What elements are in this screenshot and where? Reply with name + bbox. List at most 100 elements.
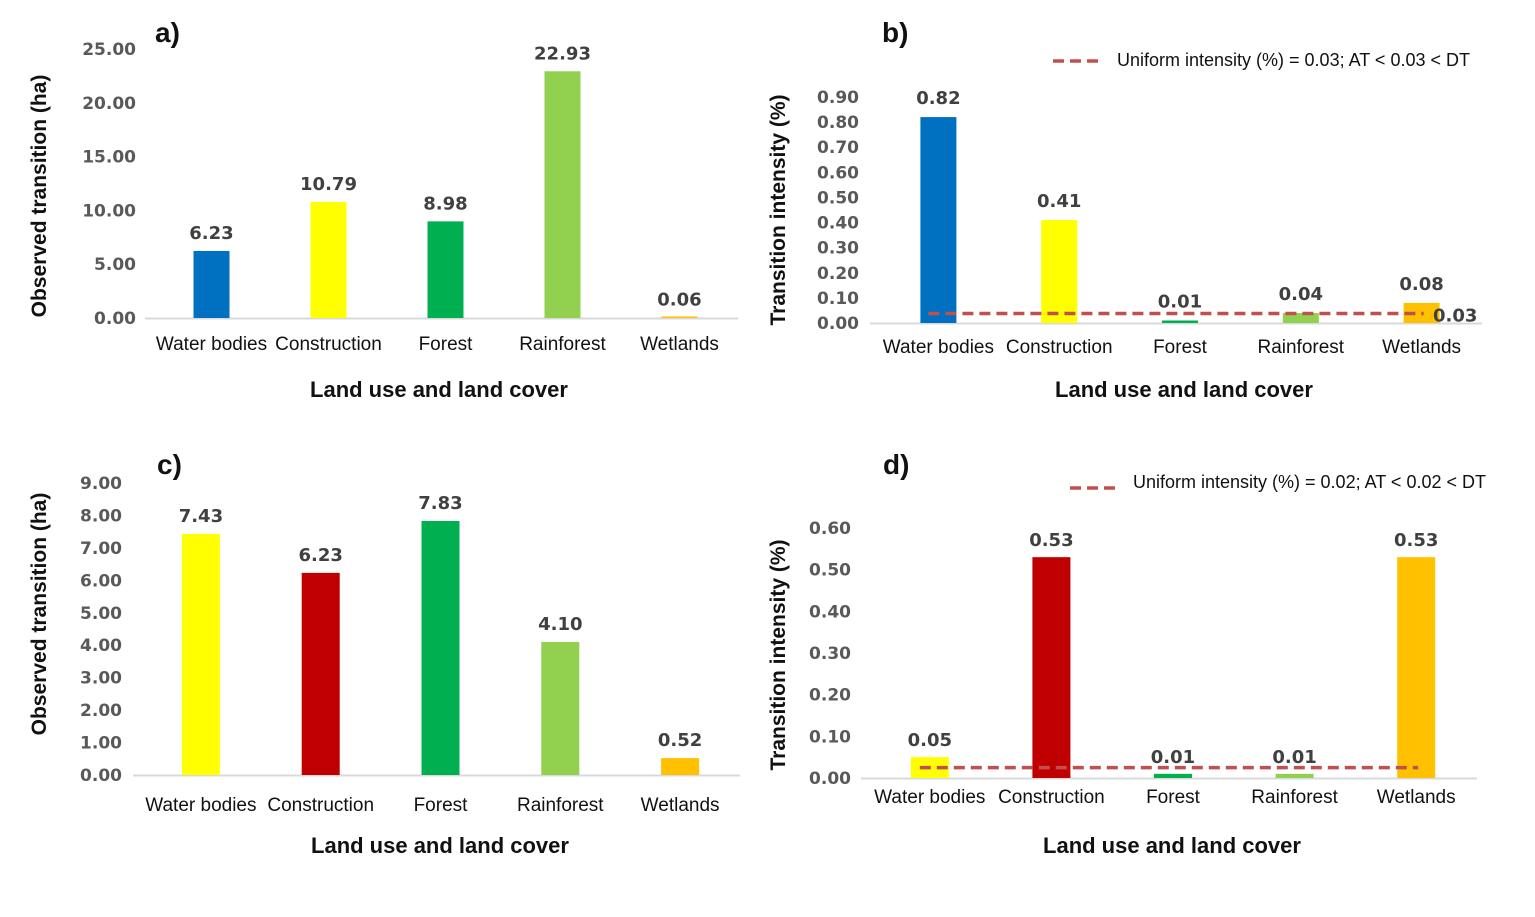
chart-panel-d: d) 0.00 0.10 0.20 0.30 0.40 0.50 0.60 0.05 Water … bbox=[767, 449, 1486, 858]
data-label: 6.23 bbox=[298, 545, 342, 566]
data-label: 4.10 bbox=[538, 614, 582, 635]
data-label: 0.82 bbox=[916, 88, 960, 109]
y-tick-label: 0.00 bbox=[80, 766, 122, 786]
x-tick-label: Water bodies bbox=[145, 795, 256, 816]
y-tick-label: 0.00 bbox=[817, 314, 859, 334]
y-axis-title: Observed transition (ha) bbox=[28, 75, 51, 318]
x-tick-label: Construction bbox=[998, 787, 1105, 808]
data-label: 0.53 bbox=[1394, 530, 1438, 551]
data-label: 10.79 bbox=[300, 174, 357, 195]
x-tick-label: Wetlands bbox=[1382, 337, 1461, 358]
bar-rainforest bbox=[1275, 773, 1314, 778]
x-tick-label: Forest bbox=[1153, 337, 1208, 358]
data-label: 6.23 bbox=[189, 223, 233, 244]
y-tick-label: 0.60 bbox=[809, 519, 851, 539]
y-tick-label: 0.80 bbox=[817, 113, 859, 133]
x-tick-label: Wetlands bbox=[641, 795, 720, 816]
panel-label: b) bbox=[882, 17, 908, 48]
y-tick-label: 0.10 bbox=[817, 289, 859, 309]
chart-panel-b: b) 0.00 0.10 0.20 0.30 0.40 0.50 0.60 0.70 0.80 0.… bbox=[767, 17, 1482, 402]
y-tick-label: 0.20 bbox=[809, 686, 851, 706]
y-tick-label: 0.90 bbox=[817, 88, 859, 108]
y-axis-title: Observed transition (ha) bbox=[28, 493, 51, 736]
y-tick-label: 5.00 bbox=[80, 604, 122, 624]
y-tick-label: 0.10 bbox=[809, 727, 851, 747]
x-tick-label: Forest bbox=[1146, 787, 1201, 808]
bar-water-bodies bbox=[181, 533, 220, 775]
x-tick-label: Rainforest bbox=[1251, 787, 1338, 808]
uniform-intensity-label: 0.03 bbox=[1433, 305, 1477, 326]
y-tick-label: 5.00 bbox=[94, 255, 136, 275]
data-label: 7.83 bbox=[418, 493, 462, 514]
y-tick-label: 20.00 bbox=[82, 94, 136, 114]
bar-forest bbox=[427, 221, 464, 318]
y-tick-label: 2.00 bbox=[80, 701, 122, 721]
bar-rainforest bbox=[544, 71, 581, 319]
y-tick-label: 1.00 bbox=[80, 734, 122, 754]
data-label: 0.06 bbox=[657, 289, 701, 310]
legend-text: Uniform intensity (%) = 0.03; AT < 0.03 … bbox=[1117, 50, 1470, 70]
y-tick-label: 0.40 bbox=[817, 214, 859, 234]
x-tick-label: Construction bbox=[1006, 337, 1113, 358]
x-tick-label: Wetlands bbox=[640, 334, 719, 355]
x-axis-title: Land use and land cover bbox=[1055, 377, 1313, 402]
bar-forest bbox=[421, 520, 460, 775]
y-tick-label: 15.00 bbox=[82, 148, 136, 168]
bar-construction bbox=[1041, 220, 1078, 323]
panel-label: a) bbox=[155, 17, 180, 48]
bar-construction bbox=[1032, 557, 1071, 778]
x-axis-title: Land use and land cover bbox=[311, 833, 569, 858]
x-axis-title: Land use and land cover bbox=[310, 377, 568, 402]
bar-wetlands bbox=[661, 758, 700, 775]
data-label: 0.01 bbox=[1272, 747, 1316, 768]
y-tick-label: 0.50 bbox=[809, 561, 851, 581]
y-tick-label: 8.00 bbox=[80, 506, 122, 526]
chart-panel-a: a) 0.00 5.00 10.00 15.00 20.00 25.00 6.23 Water … bbox=[28, 17, 738, 402]
y-tick-label: 4.00 bbox=[80, 636, 122, 656]
y-tick-label: 25.00 bbox=[82, 40, 136, 60]
panel-label: d) bbox=[883, 449, 909, 480]
y-tick-label: 0.60 bbox=[817, 163, 859, 183]
y-tick-label: 7.00 bbox=[80, 539, 122, 559]
data-label: 0.04 bbox=[1279, 284, 1323, 305]
data-label: 0.41 bbox=[1037, 191, 1081, 212]
y-tick-label: 3.00 bbox=[80, 669, 122, 689]
y-tick-label: 9.00 bbox=[80, 474, 122, 494]
data-label: 22.93 bbox=[534, 43, 591, 64]
panel-label: c) bbox=[157, 449, 182, 480]
y-tick-label: 0.00 bbox=[94, 309, 136, 329]
x-tick-label: Forest bbox=[414, 795, 469, 816]
x-tick-label: Rainforest bbox=[519, 334, 606, 355]
data-label: 7.43 bbox=[179, 506, 223, 527]
y-tick-label: 0.40 bbox=[809, 602, 851, 622]
x-tick-label: Construction bbox=[275, 334, 382, 355]
bar-forest bbox=[1154, 773, 1192, 778]
bar-water-bodies bbox=[193, 250, 230, 318]
x-tick-label: Rainforest bbox=[1257, 337, 1344, 358]
y-tick-label: 0.50 bbox=[817, 188, 859, 208]
data-label: 8.98 bbox=[423, 193, 467, 214]
bar-water-bodies bbox=[920, 117, 957, 323]
x-tick-label: Water bodies bbox=[883, 337, 994, 358]
bar-forest bbox=[1162, 320, 1198, 323]
x-axis-title: Land use and land cover bbox=[1043, 833, 1301, 858]
data-label: 0.05 bbox=[908, 730, 952, 751]
y-tick-label: 10.00 bbox=[82, 201, 136, 221]
y-tick-label: 6.00 bbox=[80, 571, 122, 591]
x-tick-label: Forest bbox=[419, 334, 474, 355]
y-tick-label: 0.70 bbox=[817, 138, 859, 158]
x-tick-label: Water bodies bbox=[874, 787, 985, 808]
x-tick-label: Water bodies bbox=[156, 334, 267, 355]
bar-rainforest bbox=[541, 641, 580, 775]
y-tick-label: 0.30 bbox=[809, 644, 851, 664]
y-tick-label: 0.00 bbox=[809, 769, 851, 789]
legend-text: Uniform intensity (%) = 0.02; AT < 0.02 … bbox=[1133, 472, 1486, 492]
x-tick-label: Construction bbox=[267, 795, 374, 816]
bar-construction bbox=[310, 201, 347, 318]
data-label: 0.52 bbox=[658, 730, 702, 751]
y-tick-label: 0.30 bbox=[817, 239, 859, 259]
x-tick-label: Rainforest bbox=[517, 795, 604, 816]
bar-wetlands bbox=[661, 316, 698, 318]
bar-wetlands bbox=[1397, 557, 1436, 778]
